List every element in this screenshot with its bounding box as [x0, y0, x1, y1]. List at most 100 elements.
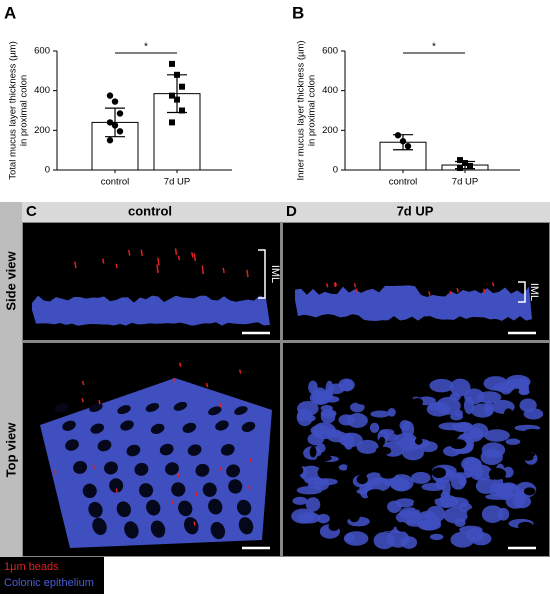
bead [54, 470, 57, 475]
data-point [169, 92, 175, 99]
data-point [111, 122, 119, 129]
data-point [106, 92, 114, 99]
crypt [346, 462, 362, 474]
crypt [504, 408, 513, 419]
epithelium [505, 438, 521, 445]
epithelium [449, 378, 471, 397]
crypt [380, 470, 396, 479]
crypt [62, 420, 76, 431]
epithelium [497, 507, 510, 521]
bead [191, 252, 194, 258]
epithelium [461, 456, 481, 472]
epithelium [296, 512, 321, 524]
epithelium [481, 505, 504, 523]
crypt [228, 479, 243, 494]
data-point [467, 163, 473, 170]
crypt [202, 482, 217, 497]
crypt [411, 398, 424, 406]
iml-label: IML [269, 265, 281, 283]
epithelium [471, 403, 494, 418]
epithelium [395, 510, 422, 525]
crypt [378, 436, 386, 445]
microscopy [32, 248, 544, 550]
crypt [182, 422, 197, 433]
crypt [90, 423, 105, 434]
crypt [150, 520, 166, 538]
epithelium [320, 409, 336, 424]
crypt [89, 403, 103, 412]
bead [174, 248, 178, 255]
crypt [234, 406, 248, 416]
crypt [117, 405, 131, 415]
bead [218, 466, 222, 471]
crypt [220, 444, 235, 456]
bead [483, 288, 486, 293]
epithelium [505, 492, 526, 509]
data-point [116, 128, 124, 135]
crypt [65, 439, 79, 451]
crypt [82, 483, 97, 499]
crypt [134, 462, 149, 476]
data-point [404, 143, 412, 150]
crypt [238, 517, 254, 535]
bead [156, 264, 159, 274]
crypt [296, 466, 304, 475]
crypt [171, 482, 186, 497]
epithelium [450, 473, 467, 490]
significance-label: * [144, 42, 148, 53]
crypt [195, 463, 210, 477]
crypt [492, 418, 508, 427]
epithelium [305, 497, 321, 512]
epithelium [429, 533, 444, 541]
epithelium [394, 432, 417, 447]
crypt [376, 497, 389, 502]
crypt [241, 421, 256, 432]
epithelium [426, 401, 451, 417]
crypt [356, 474, 368, 485]
epithelium [399, 420, 411, 431]
bead [115, 263, 118, 269]
epithelium [449, 392, 461, 401]
iml-bracket [258, 249, 266, 299]
crypt [348, 510, 360, 523]
data-point [106, 119, 114, 126]
crypt [380, 521, 395, 532]
crypt [523, 487, 536, 496]
data-point [179, 83, 185, 90]
crypt [210, 521, 226, 540]
panel-label: C [26, 203, 37, 220]
data-point [457, 165, 463, 172]
bead [195, 491, 198, 497]
crypt [116, 501, 131, 518]
significance-label: * [432, 42, 436, 53]
epithelium [369, 422, 380, 434]
crypt [215, 420, 229, 431]
epithelium [311, 387, 328, 405]
crypt [150, 423, 165, 434]
crypt [124, 521, 139, 539]
crypt [466, 508, 482, 520]
epithelium [443, 507, 468, 524]
bead [219, 402, 222, 408]
crypt [328, 522, 340, 531]
crypt [109, 478, 124, 493]
crypt [208, 406, 222, 416]
y-tick-label: 0 [45, 165, 50, 176]
crypt [73, 460, 88, 474]
crypt [355, 397, 372, 405]
crypt [126, 444, 141, 457]
data-point [457, 157, 463, 164]
epithelium [370, 410, 390, 418]
crypt [316, 454, 332, 462]
bead [334, 281, 337, 287]
bead [193, 521, 196, 526]
crypt [120, 420, 134, 431]
bead [222, 267, 225, 274]
crypt [54, 403, 69, 413]
epithelium [292, 496, 308, 505]
epithelium [518, 378, 529, 395]
bead [115, 488, 118, 493]
bead [140, 249, 143, 257]
crypt [187, 444, 202, 456]
